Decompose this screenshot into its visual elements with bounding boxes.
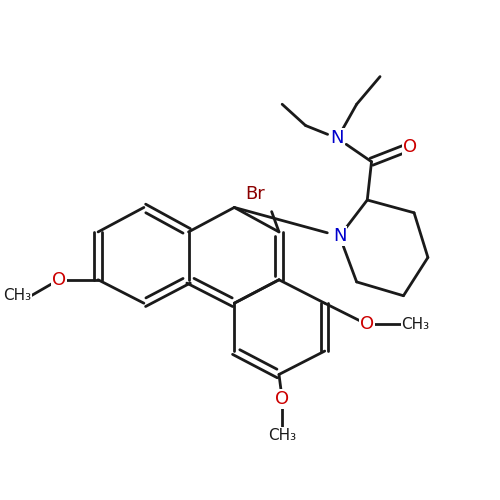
Text: CH₃: CH₃ <box>3 288 31 303</box>
Text: O: O <box>52 271 66 289</box>
Text: Br: Br <box>246 184 265 202</box>
Text: O: O <box>360 316 374 334</box>
Text: CH₃: CH₃ <box>402 317 429 332</box>
Text: O: O <box>275 390 289 408</box>
Text: O: O <box>403 138 417 156</box>
Text: N: N <box>333 227 346 245</box>
Text: N: N <box>330 130 344 148</box>
Text: CH₃: CH₃ <box>268 428 296 442</box>
